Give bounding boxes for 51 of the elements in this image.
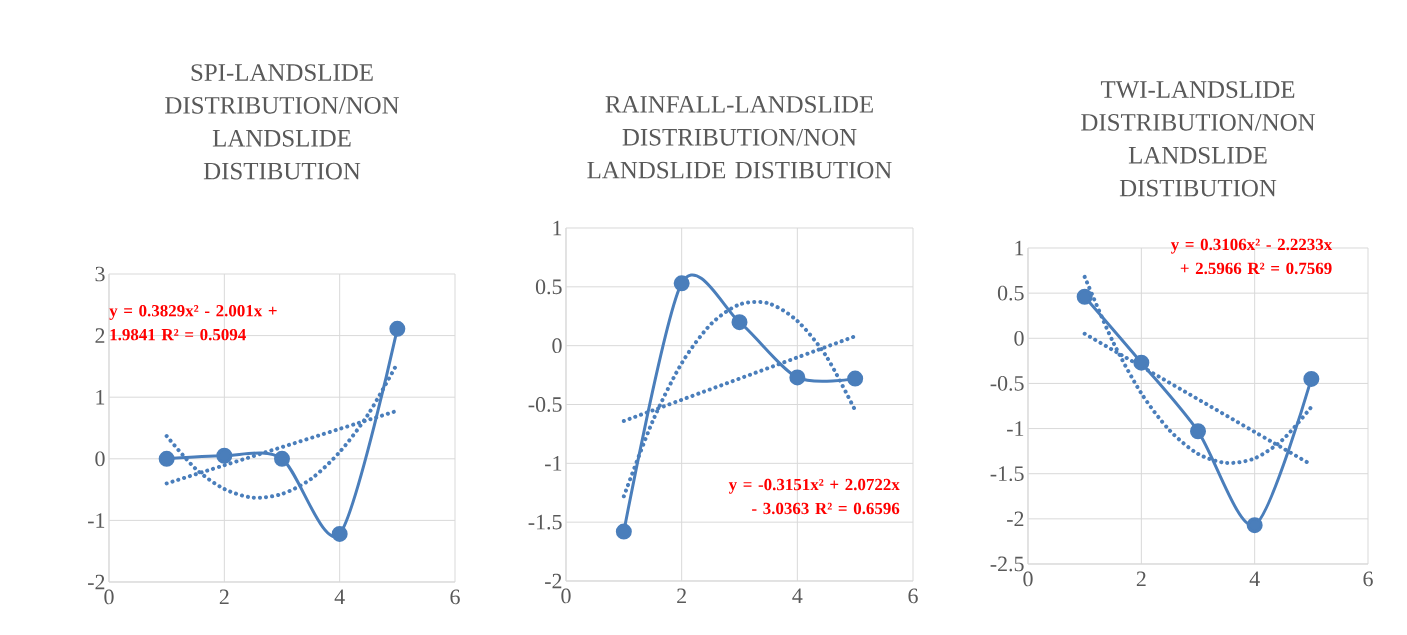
x-tick-label: 4 [334, 589, 345, 604]
annotation: y = -0.3151x² + 2.0722x - 3.0363 R² = 0.6596 [728, 478, 900, 515]
point [1076, 288, 1093, 305]
point [847, 370, 864, 387]
point [615, 523, 632, 540]
y-tick-label: 0 [552, 338, 562, 354]
x-tick-label: 2 [1136, 571, 1146, 587]
point [731, 314, 748, 331]
x-tick-label: 4 [1249, 571, 1260, 586]
point [789, 369, 806, 386]
y-tick-label: -1.5 [990, 466, 1024, 482]
y-tick-label: -2 [88, 574, 105, 590]
point [673, 275, 690, 292]
x-tick-label: 6 [1363, 571, 1373, 587]
annotation: y = 0.3106x² - 2.2233x + 2.5966 R² = 0.7569 [1170, 238, 1333, 275]
x-tick-label: 4 [792, 588, 803, 603]
y-tick-label: -1 [545, 456, 562, 471]
chart-title: SPI-LANDSLIDE DISTRIBUTION/NON LANDSLIDE DISTIBUTION [165, 64, 400, 180]
annotation: y = 0.3829x² - 2.001x + 1.9841 R² = 0.5094 [109, 305, 277, 341]
y-tick-label: 2 [95, 328, 105, 343]
y-tick-label: 1 [1015, 240, 1024, 256]
x-tick-label: 6 [908, 588, 918, 604]
point [216, 447, 233, 464]
y-tick-label: -0.5 [990, 375, 1024, 391]
point [389, 320, 406, 337]
y-tick-label: 3 [95, 266, 105, 282]
y-tick-label: 0.5 [997, 285, 1024, 301]
y-tick-label: -2 [1007, 511, 1024, 527]
point [1133, 354, 1150, 371]
y-tick-label: 0 [1014, 330, 1024, 346]
point [1303, 370, 1320, 387]
y-tick-label: 1 [96, 389, 105, 405]
chart-title: RAINFALL-LANDSLIDE DISTRIBUTION/NON LANDSLIDE DISTIBUTION [587, 96, 892, 179]
point [158, 450, 175, 467]
y-tick-label: -1 [88, 513, 105, 528]
y-tick-label: -1 [1007, 421, 1024, 436]
y-tick-label: -2 [545, 573, 562, 589]
point [1246, 517, 1263, 534]
point [331, 525, 348, 542]
y-tick-label: -0.5 [528, 397, 562, 412]
y-tick-label: 1 [553, 220, 562, 236]
y-tick-label: -1.5 [528, 514, 562, 530]
y-tick-label: 0.5 [535, 279, 562, 295]
x-tick-label: 6 [450, 589, 460, 605]
chart-title: TWI-LANDSLIDE DISTRIBUTION/NON LANDSLIDE DISTIBUTION [1081, 81, 1316, 197]
y-tick-label: -2.5 [990, 556, 1024, 572]
x-tick-label: 2 [677, 588, 686, 604]
x-tick-label: 2 [219, 589, 229, 605]
point [1190, 423, 1207, 440]
y-tick-label: 0 [95, 451, 105, 467]
point [274, 450, 290, 467]
